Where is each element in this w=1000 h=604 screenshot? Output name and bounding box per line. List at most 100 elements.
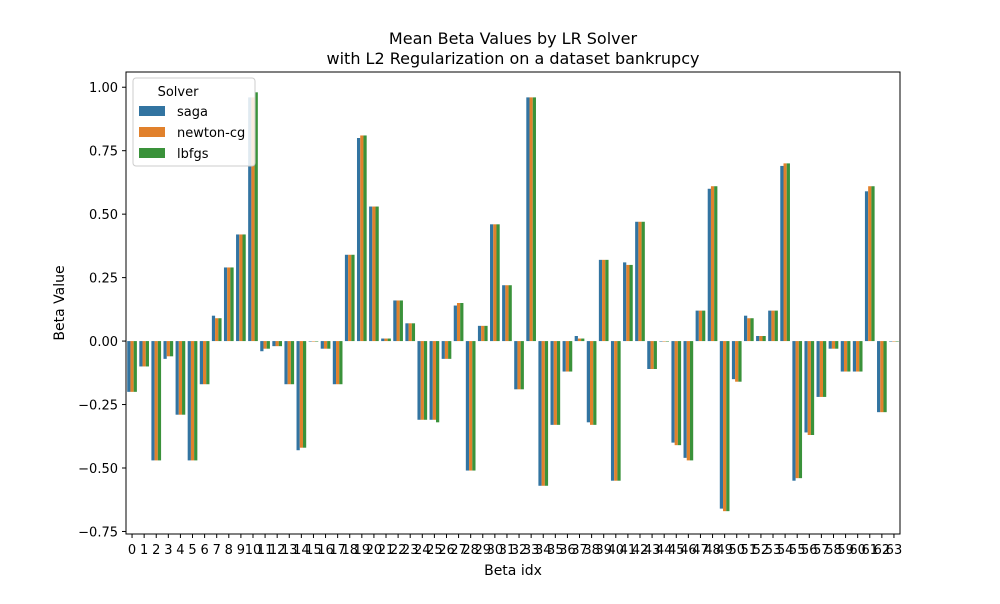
- x-tick-label: 32: [511, 543, 528, 558]
- bar-newton-cg-21: [384, 338, 388, 342]
- bar-newton-cg-36: [565, 341, 570, 372]
- bar-lbfgs-50: [738, 341, 742, 382]
- bar-newton-cg-48: [710, 186, 715, 342]
- x-tick-label: 7: [213, 543, 221, 558]
- bar-newton-cg-40: [614, 341, 618, 481]
- bar-lbfgs-29: [484, 325, 488, 342]
- bar-saga-36: [562, 341, 566, 372]
- bar-saga-41: [623, 262, 627, 342]
- bar-saga-46: [683, 341, 687, 458]
- bar-lbfgs-52: [762, 336, 766, 342]
- x-tick-label: 61: [861, 543, 878, 558]
- x-tick-label: 49: [716, 543, 733, 558]
- bar-lbfgs-62: [883, 341, 887, 413]
- bar-saga-11: [260, 341, 264, 352]
- x-tick-label: 60: [849, 543, 866, 558]
- bar-saga-7: [211, 315, 216, 342]
- bar-saga-51: [743, 315, 748, 342]
- bar-saga-54: [780, 165, 784, 342]
- bar-newton-cg-28: [469, 341, 473, 471]
- bar-lbfgs-5: [194, 341, 198, 461]
- legend-label-saga: saga: [177, 105, 208, 120]
- x-tick-label: 30: [487, 543, 504, 558]
- bar-newton-cg-8: [227, 267, 231, 342]
- y-tick-label: 0.25: [89, 272, 118, 287]
- x-tick-label: 5: [188, 543, 196, 558]
- bar-newton-cg-23: [408, 323, 412, 342]
- bar-saga-38: [586, 341, 590, 423]
- bar-lbfgs-38: [593, 341, 597, 425]
- x-tick-label: 8: [225, 543, 233, 558]
- bar-saga-63: [889, 341, 893, 342]
- legend-label-lbfgs: lbfgs: [177, 147, 209, 162]
- x-tick-label: 34: [535, 543, 552, 558]
- bar-newton-cg-29: [481, 325, 485, 342]
- bar-saga-31: [502, 285, 506, 342]
- bar-saga-45: [671, 341, 675, 443]
- bar-saga-22: [393, 300, 397, 342]
- y-tick-label: 1.00: [89, 81, 118, 96]
- x-tick-label: 54: [777, 543, 794, 558]
- bar-lbfgs-23: [411, 323, 416, 342]
- legend-label-newton-cg: newton-cg: [177, 126, 245, 141]
- bar-newton-cg-16: [323, 341, 328, 349]
- bar-lbfgs-8: [230, 267, 234, 342]
- bar-newton-cg-15: [311, 341, 316, 342]
- bar-newton-cg-11: [263, 341, 267, 349]
- bar-lbfgs-41: [629, 264, 633, 342]
- bar-lbfgs-32: [520, 341, 524, 390]
- bar-newton-cg-34: [541, 341, 545, 486]
- bar-saga-35: [550, 341, 554, 425]
- bar-saga-52: [756, 336, 760, 342]
- x-tick-label: 4: [176, 543, 184, 558]
- bar-lbfgs-26: [448, 341, 452, 359]
- bar-newton-cg-30: [493, 224, 497, 342]
- bar-lbfgs-17: [339, 341, 343, 385]
- bar-newton-cg-55: [795, 341, 799, 479]
- x-tick-label: 24: [414, 543, 431, 558]
- x-tick-label: 40: [608, 543, 625, 558]
- bar-saga-0: [127, 341, 131, 392]
- chart-title: Mean Beta Values by LR Solver: [389, 29, 638, 48]
- y-tick-label: −0.75: [78, 525, 118, 540]
- bar-saga-55: [792, 341, 796, 481]
- bar-saga-53: [768, 310, 772, 342]
- bar-lbfgs-14: [302, 341, 307, 448]
- bar-newton-cg-0: [130, 341, 134, 392]
- bar-newton-cg-42: [638, 221, 642, 342]
- x-tick-label: 52: [753, 543, 770, 558]
- legend-swatch-newton-cg: [139, 127, 165, 137]
- bar-lbfgs-47: [702, 310, 706, 342]
- y-axis-label: Beta Value: [52, 265, 68, 340]
- bar-saga-6: [199, 341, 203, 385]
- bar-saga-18: [344, 254, 349, 342]
- bar-lbfgs-28: [472, 341, 476, 471]
- bar-saga-48: [707, 188, 711, 342]
- bar-saga-23: [405, 323, 409, 342]
- x-tick-label: 31: [499, 543, 516, 558]
- bar-newton-cg-27: [456, 303, 461, 342]
- bar-lbfgs-25: [436, 341, 440, 423]
- bar-lbfgs-27: [460, 303, 464, 342]
- bar-newton-cg-26: [444, 341, 449, 359]
- bar-lbfgs-63: [895, 341, 899, 342]
- x-tick-label: 13: [281, 543, 298, 558]
- bar-lbfgs-35: [556, 341, 561, 425]
- bar-lbfgs-56: [810, 341, 815, 435]
- x-tick-label: 63: [886, 543, 903, 558]
- bar-saga-8: [223, 267, 228, 342]
- bar-newton-cg-17: [336, 341, 340, 385]
- y-tick-label: 0.00: [89, 335, 118, 350]
- bar-newton-cg-59: [843, 341, 848, 372]
- x-tick-label: 56: [801, 543, 818, 558]
- bar-lbfgs-34: [544, 341, 549, 486]
- bar-saga-21: [381, 338, 385, 342]
- bar-saga-33: [526, 97, 530, 342]
- bar-saga-43: [647, 341, 651, 369]
- bar-newton-cg-61: [868, 186, 872, 342]
- bar-newton-cg-32: [517, 341, 521, 390]
- bar-saga-50: [731, 341, 736, 380]
- x-tick-label: 14: [293, 543, 310, 558]
- x-axis-label: Beta idx: [484, 563, 542, 579]
